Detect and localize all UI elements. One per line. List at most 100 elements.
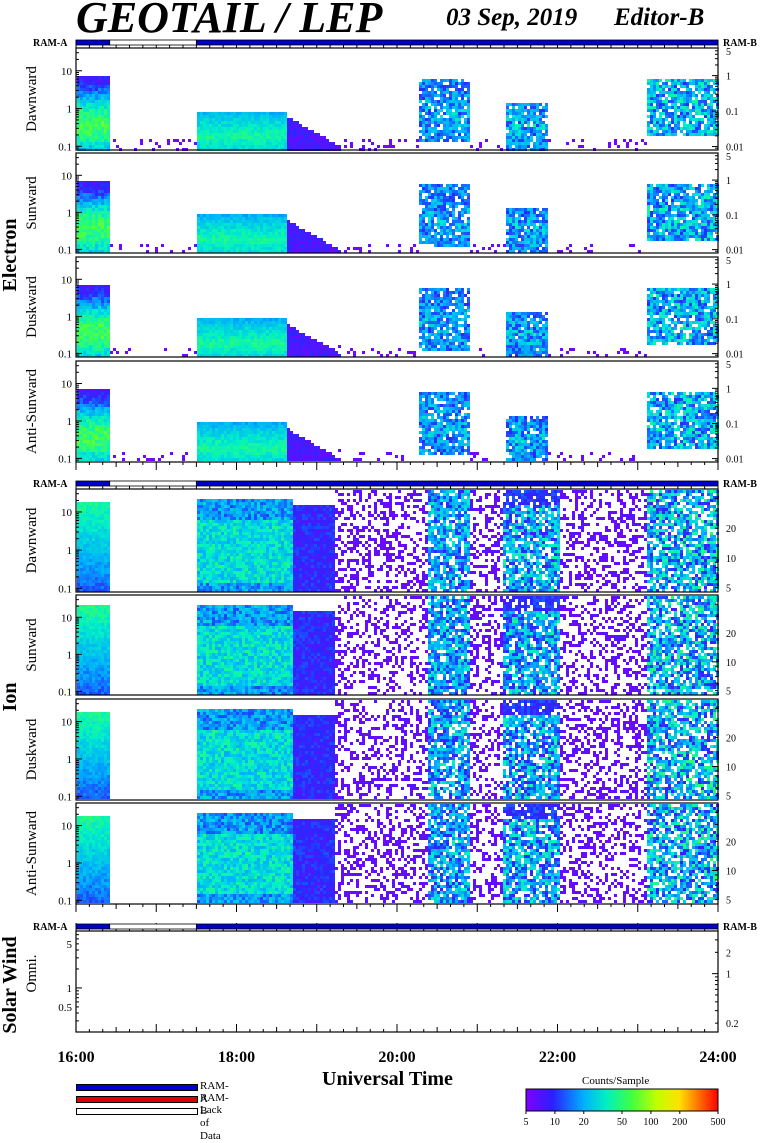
- heat-cell: [86, 127, 89, 130]
- heat-cell: [197, 333, 200, 336]
- heat-cell: [200, 342, 203, 345]
- heat-cell: [671, 205, 674, 208]
- heat-cell: [77, 91, 80, 94]
- heat-cell: [107, 235, 110, 238]
- heat-cell: [428, 214, 431, 217]
- heat-cell: [650, 312, 653, 315]
- heat-cell: [692, 229, 695, 232]
- heat-cell: [212, 342, 215, 345]
- heat-cell: [317, 145, 320, 148]
- heat-cell: [248, 321, 251, 324]
- heat-cell: [275, 220, 278, 223]
- heat-cell: [236, 139, 239, 142]
- heat-cell: [650, 217, 653, 220]
- heat-cell: [200, 232, 203, 235]
- heat-cell: [512, 109, 515, 112]
- heat-cell: [689, 91, 692, 94]
- heat-cell: [659, 214, 662, 217]
- heat-cell: [434, 232, 437, 235]
- heat-cell: [671, 226, 674, 229]
- heat-cell: [647, 202, 650, 205]
- heat-cell: [542, 345, 545, 348]
- heat-cell: [80, 324, 83, 327]
- heat-cell: [641, 139, 644, 142]
- heat-cell: [431, 217, 434, 220]
- heat-cell: [419, 291, 422, 294]
- heat-cell: [389, 145, 392, 148]
- heat-cell: [98, 136, 101, 139]
- heat-cell: [695, 208, 698, 211]
- heat-cell: [668, 115, 671, 118]
- heat-cell: [98, 294, 101, 297]
- heat-cell: [539, 139, 542, 142]
- heat-cell: [467, 82, 470, 85]
- heat-cell: [89, 142, 92, 145]
- heat-cell: [449, 244, 452, 247]
- heat-cell: [257, 345, 260, 348]
- heat-cell: [98, 220, 101, 223]
- heat-cell: [662, 309, 665, 312]
- heat-cell: [302, 345, 305, 348]
- heat-cell: [545, 220, 548, 223]
- heat-cell: [464, 130, 467, 133]
- heat-cell: [230, 342, 233, 345]
- heat-cell: [704, 199, 707, 202]
- heat-cell: [89, 288, 92, 291]
- heat-cell: [272, 339, 275, 342]
- heat-cell: [101, 127, 104, 130]
- heat-cell: [464, 208, 467, 211]
- heat-cell: [521, 345, 524, 348]
- heat-cell: [275, 217, 278, 220]
- heat-cell: [698, 184, 701, 187]
- heat-cell: [194, 244, 197, 247]
- heat-cell: [215, 121, 218, 124]
- heat-cell: [239, 333, 242, 336]
- heat-cell: [455, 112, 458, 115]
- heat-cell: [83, 214, 86, 217]
- heat-cell: [428, 324, 431, 327]
- heat-cell: [218, 247, 221, 250]
- heat-cell: [437, 187, 440, 190]
- heat-cell: [89, 205, 92, 208]
- heat-cell: [668, 324, 671, 327]
- heat-cell: [668, 193, 671, 196]
- heat-cell: [710, 199, 713, 202]
- heat-cell: [467, 226, 470, 229]
- heat-cell: [101, 187, 104, 190]
- heat-cell: [98, 130, 101, 133]
- heat-cell: [713, 229, 716, 232]
- heat-cell: [704, 127, 707, 130]
- heat-cell: [545, 342, 548, 345]
- heat-cell: [86, 333, 89, 336]
- heat-cell: [200, 133, 203, 136]
- heat-cell: [455, 82, 458, 85]
- heat-cell: [275, 214, 278, 217]
- heat-cell: [713, 91, 716, 94]
- heat-cell: [425, 100, 428, 103]
- heat-cell: [242, 351, 245, 354]
- heat-cell: [188, 139, 191, 142]
- heat-cell: [422, 79, 425, 82]
- heat-cell: [662, 235, 665, 238]
- heat-cell: [656, 306, 659, 309]
- heat-cell: [683, 79, 686, 82]
- heat-cell: [683, 294, 686, 297]
- heat-cell: [446, 297, 449, 300]
- heat-cell: [320, 244, 323, 247]
- heat-cell: [545, 142, 548, 145]
- heat-cell: [509, 333, 512, 336]
- heat-cell: [443, 214, 446, 217]
- heat-cell: [467, 336, 470, 339]
- heat-cell: [233, 244, 236, 247]
- heat-cell: [689, 226, 692, 229]
- heat-cell: [461, 238, 464, 241]
- heat-cell: [89, 103, 92, 106]
- heat-cell: [419, 118, 422, 121]
- heat-cell: [428, 223, 431, 226]
- heat-cell: [311, 244, 314, 247]
- heat-cell: [455, 318, 458, 321]
- heat-cell: [674, 193, 677, 196]
- heat-cell: [269, 115, 272, 118]
- heat-cell: [455, 339, 458, 342]
- heat-cell: [662, 100, 665, 103]
